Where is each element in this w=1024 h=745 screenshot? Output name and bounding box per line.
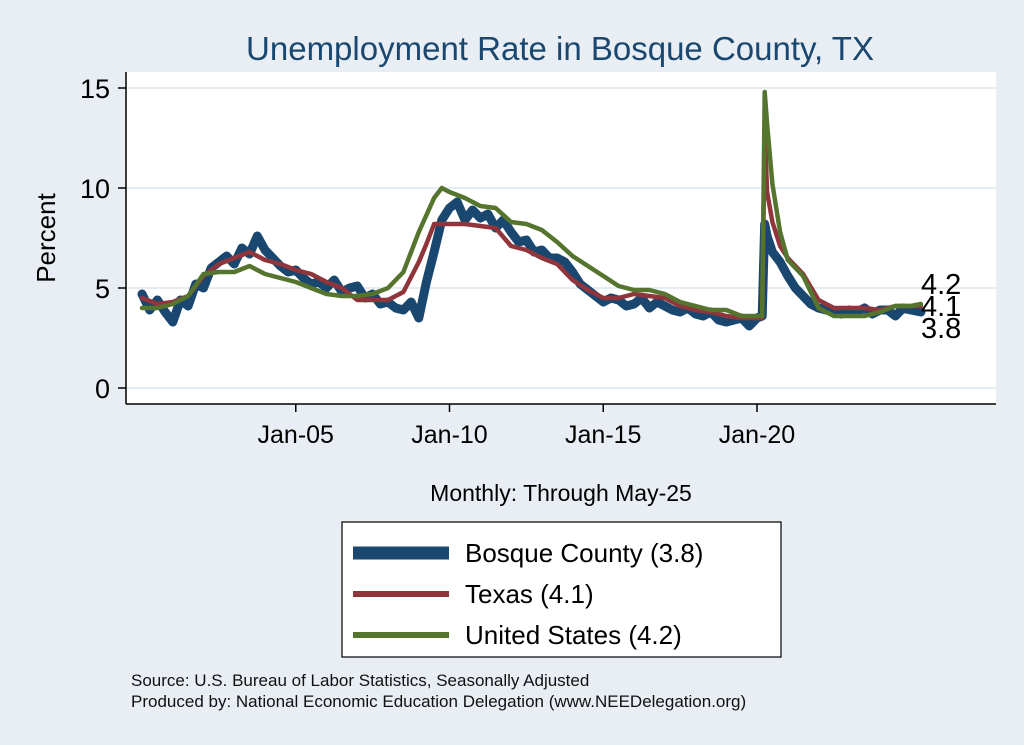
end-labels: 3.84.14.2 bbox=[921, 269, 961, 345]
series-line-2 bbox=[139, 89, 924, 319]
y-tick-label: 0 bbox=[95, 374, 110, 404]
plot-area bbox=[126, 72, 996, 404]
y-tick-label: 15 bbox=[80, 74, 110, 104]
x-tick-label: Jan-05 bbox=[258, 421, 334, 449]
producer-note: Produced by: National Economic Education… bbox=[131, 692, 747, 711]
y-axis-label: Percent bbox=[31, 192, 61, 282]
y-ticks: 0 5 10 15 bbox=[80, 74, 126, 404]
x-tick-label: Jan-15 bbox=[565, 421, 641, 449]
source-note: Source: U.S. Bureau of Labor Statistics,… bbox=[131, 671, 590, 690]
end-value-label: 4.1 bbox=[921, 291, 961, 323]
y-tick-label: 10 bbox=[80, 174, 110, 204]
legend-label: United States (4.2) bbox=[465, 620, 682, 650]
legend: Bosque County (3.8) Texas (4.1) United Sta… bbox=[353, 538, 703, 650]
end-value-label: 4.2 bbox=[921, 269, 961, 301]
legend-label: Texas (4.1) bbox=[465, 579, 594, 609]
x-ticks: Jan-05 Jan-10 Jan-15 Jan-20 bbox=[258, 404, 795, 449]
y-tick-label: 5 bbox=[95, 274, 110, 304]
x-axis-label: Monthly: Through May-25 bbox=[430, 480, 692, 506]
grid-lines bbox=[126, 87, 996, 389]
end-value-label: 3.8 bbox=[921, 313, 961, 345]
series-line-0 bbox=[137, 197, 926, 331]
x-tick-label: Jan-20 bbox=[719, 421, 795, 449]
legend-label: Bosque County (3.8) bbox=[465, 538, 703, 568]
series-lines bbox=[137, 89, 926, 331]
chart-title: Unemployment Rate in Bosque County, TX bbox=[246, 30, 874, 67]
x-tick-label: Jan-10 bbox=[411, 421, 487, 449]
